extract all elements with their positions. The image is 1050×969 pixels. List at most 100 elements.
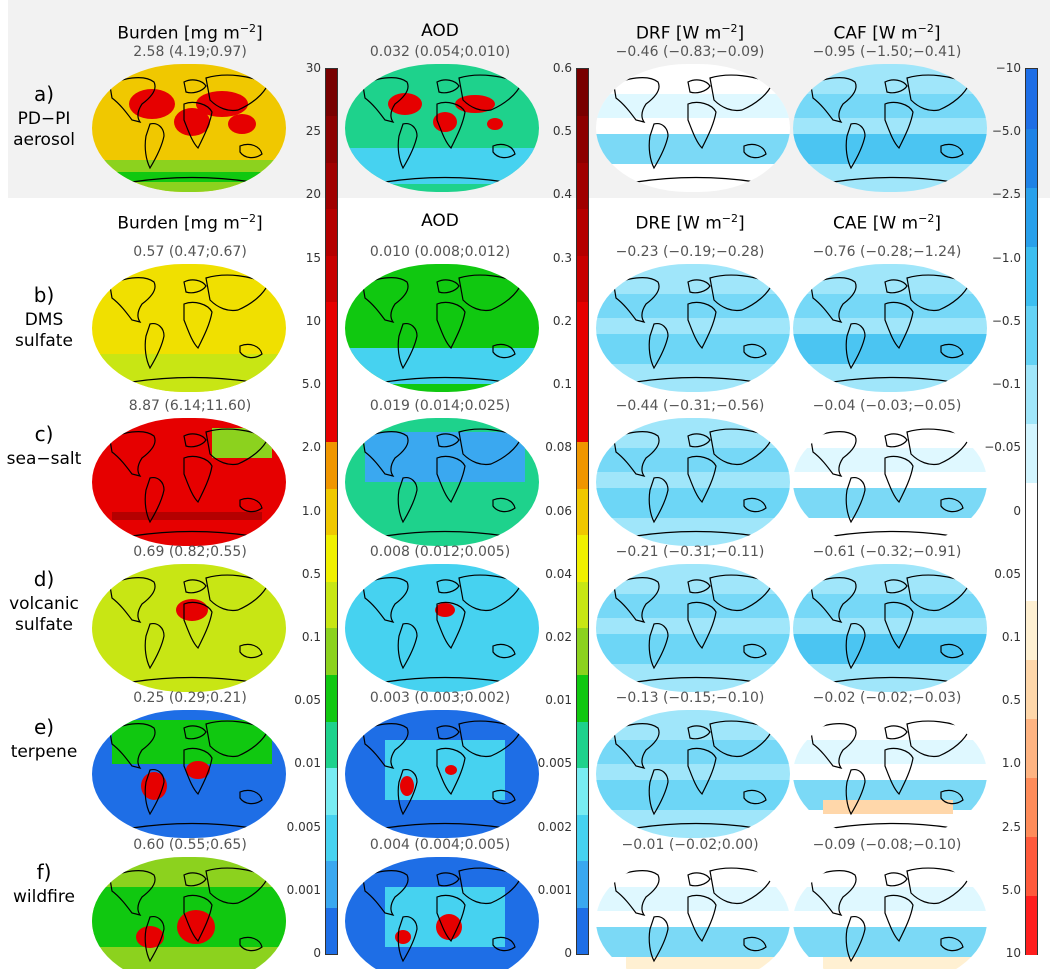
- coastline: [845, 623, 866, 670]
- panel-value: −0.09 (−0.08;−0.10): [812, 837, 962, 853]
- row-name-line1: terpene: [10, 742, 78, 762]
- map-band: [596, 780, 790, 810]
- coastline: [362, 431, 409, 477]
- coastline: [183, 872, 207, 887]
- colorbar-segment: [577, 721, 588, 769]
- colorbar-tick-label: −5.0: [991, 124, 1021, 139]
- map-background: [793, 264, 987, 392]
- panel-value: −0.44 (−0.31;−0.56): [615, 398, 765, 414]
- row-letter: e): [33, 715, 55, 739]
- coastline: [709, 428, 773, 466]
- coastline: [906, 574, 970, 612]
- coastline: [109, 77, 156, 123]
- colorbar-segment: [1026, 895, 1037, 955]
- colorbar-tick-label: 0.4: [552, 187, 572, 202]
- colorbar-tick-label: −1.0: [991, 250, 1021, 265]
- coastline: [109, 277, 156, 323]
- map-panel: [92, 564, 286, 692]
- map-band: [596, 634, 790, 664]
- coastline: [940, 643, 964, 659]
- panel-value: −0.04 (−0.03;−0.05): [812, 398, 962, 414]
- coastline: [687, 747, 717, 796]
- colorbar-segment: [577, 115, 588, 163]
- map-panel: [596, 418, 790, 546]
- panel-value: −0.02 (−0.02;−0.03): [812, 690, 962, 706]
- coastline: [397, 916, 418, 963]
- colorbar-tick-label: 0: [564, 946, 572, 960]
- map-svg: [345, 710, 539, 838]
- colorbar-segment: [326, 115, 337, 163]
- colorbar-segment: [577, 534, 588, 582]
- panel-value: −0.46 (−0.83;−0.09): [615, 44, 765, 60]
- coastline: [205, 428, 269, 466]
- panel-value: −0.95 (−1.50;−0.41): [812, 44, 962, 60]
- coastline: [613, 577, 660, 623]
- map-background: [596, 64, 790, 192]
- colorbar-tick-label: 0.08: [545, 440, 572, 455]
- map-svg: [596, 857, 790, 969]
- map-svg: [92, 64, 286, 192]
- colorbar-tick-label: 0.2: [552, 313, 572, 328]
- colorbar-tick-label: 30: [305, 61, 321, 75]
- coastline: [384, 676, 506, 683]
- header-aod-lower: AOD: [421, 211, 459, 231]
- coastline: [648, 323, 669, 370]
- coastline: [635, 822, 757, 829]
- colorbar-tick-label: 0.002: [537, 819, 572, 834]
- colorbar-tick-label: 0.5: [1001, 693, 1021, 708]
- map-band: [793, 294, 987, 318]
- row-name-line1: volcanic: [9, 594, 79, 614]
- panel-value: 2.58 (4.19;0.97): [133, 44, 247, 60]
- coastline: [362, 577, 409, 623]
- coastline: [436, 894, 466, 943]
- colorbar-segment: [326, 767, 337, 815]
- panel-value: 8.87 (6.14;11.60): [128, 398, 252, 414]
- coastline: [884, 579, 908, 594]
- map-band: [823, 957, 973, 969]
- coastline: [144, 769, 165, 816]
- coastline: [397, 769, 418, 816]
- map-hotspot: [487, 118, 503, 130]
- map-svg: [596, 418, 790, 546]
- coastline: [884, 747, 914, 796]
- coastline: [397, 323, 418, 370]
- coastline: [183, 601, 213, 650]
- map-panel: [345, 710, 539, 838]
- row-name-line2: aerosol: [13, 130, 75, 150]
- coastline: [239, 143, 263, 159]
- coastline: [458, 720, 522, 758]
- colorbar-segment: [577, 255, 588, 303]
- map-svg: [345, 418, 539, 546]
- colorbar-segment: [1026, 423, 1037, 483]
- header-caf: CAF [W m−2]: [833, 22, 941, 44]
- colorbar-tick-label: −2.5: [991, 187, 1021, 202]
- coastline: [687, 433, 711, 448]
- colorbar-segment: [326, 208, 337, 256]
- colorbar-segment: [577, 441, 588, 489]
- coastline: [492, 143, 516, 159]
- coastline: [884, 301, 914, 350]
- coastline: [109, 431, 156, 477]
- coastline: [884, 279, 908, 294]
- map-panel: [793, 857, 987, 969]
- colorbar-tick-label: 0.5: [301, 566, 321, 581]
- colorbar-tick-label: −0.05: [984, 440, 1021, 455]
- panel-value: −0.76 (−0.28;−1.24): [812, 244, 962, 260]
- map-svg: [793, 264, 987, 392]
- coastline: [384, 176, 506, 183]
- colorbar-segment: [577, 162, 588, 210]
- coastline: [436, 101, 466, 150]
- map-background: [596, 418, 790, 546]
- row-label: a) PD−PI aerosol: [0, 84, 92, 151]
- colorbar-tick-label: 0.06: [545, 503, 572, 518]
- colorbar-tick-label: 1.0: [301, 503, 321, 518]
- colorbar-tick-label: 0.05: [994, 566, 1021, 581]
- map-background: [793, 418, 987, 546]
- colorbar-tick-label: 2.0: [301, 440, 321, 455]
- coastline: [436, 279, 460, 294]
- coastline: [458, 428, 522, 466]
- header-aod-top: AOD: [421, 21, 459, 41]
- colorbar-segment: [577, 907, 588, 955]
- coastline: [810, 723, 857, 769]
- coastline: [884, 725, 908, 740]
